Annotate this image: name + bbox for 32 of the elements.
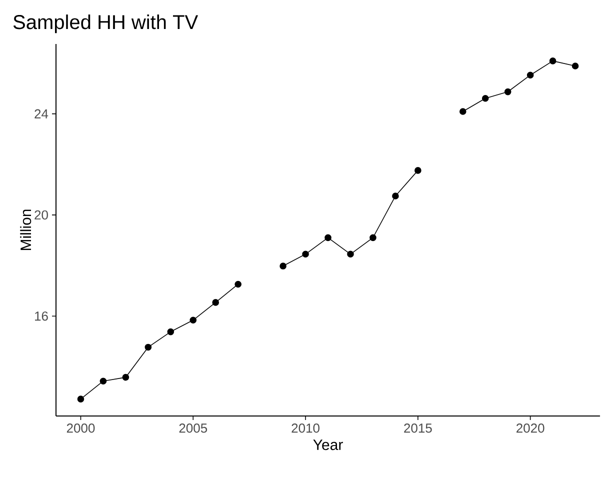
y-axis-title: Million: [20, 210, 32, 250]
point: [212, 299, 220, 306]
point: [167, 328, 174, 336]
x-axis-title: Year: [313, 440, 343, 450]
point: [482, 94, 489, 102]
point: [347, 250, 354, 258]
point: [234, 280, 242, 288]
point: [100, 378, 107, 384]
y-tick-label: 24: [34, 109, 48, 118]
point: [572, 62, 579, 70]
point: [549, 58, 556, 64]
y-tick-label: 20: [34, 210, 48, 220]
point: [324, 234, 332, 242]
x-tick-label: 2000: [66, 424, 95, 433]
x-tick-label: 2015: [404, 424, 432, 433]
point: [414, 167, 422, 174]
point: [459, 108, 466, 115]
point: [77, 396, 84, 402]
point: [526, 72, 534, 78]
point: [302, 250, 309, 258]
point: [392, 192, 399, 200]
x-tick-label: 2010: [292, 424, 320, 433]
point: [370, 234, 376, 242]
x-tick-label: 2020: [516, 424, 544, 433]
chart-title: Sampled HH with TV: [13, 14, 198, 34]
point: [144, 344, 152, 351]
point: [280, 262, 286, 270]
y-tick-label: 16: [35, 312, 48, 321]
point: [504, 88, 512, 96]
point: [122, 374, 130, 381]
point: [190, 316, 197, 324]
x-tick-label: 2005: [179, 424, 208, 433]
